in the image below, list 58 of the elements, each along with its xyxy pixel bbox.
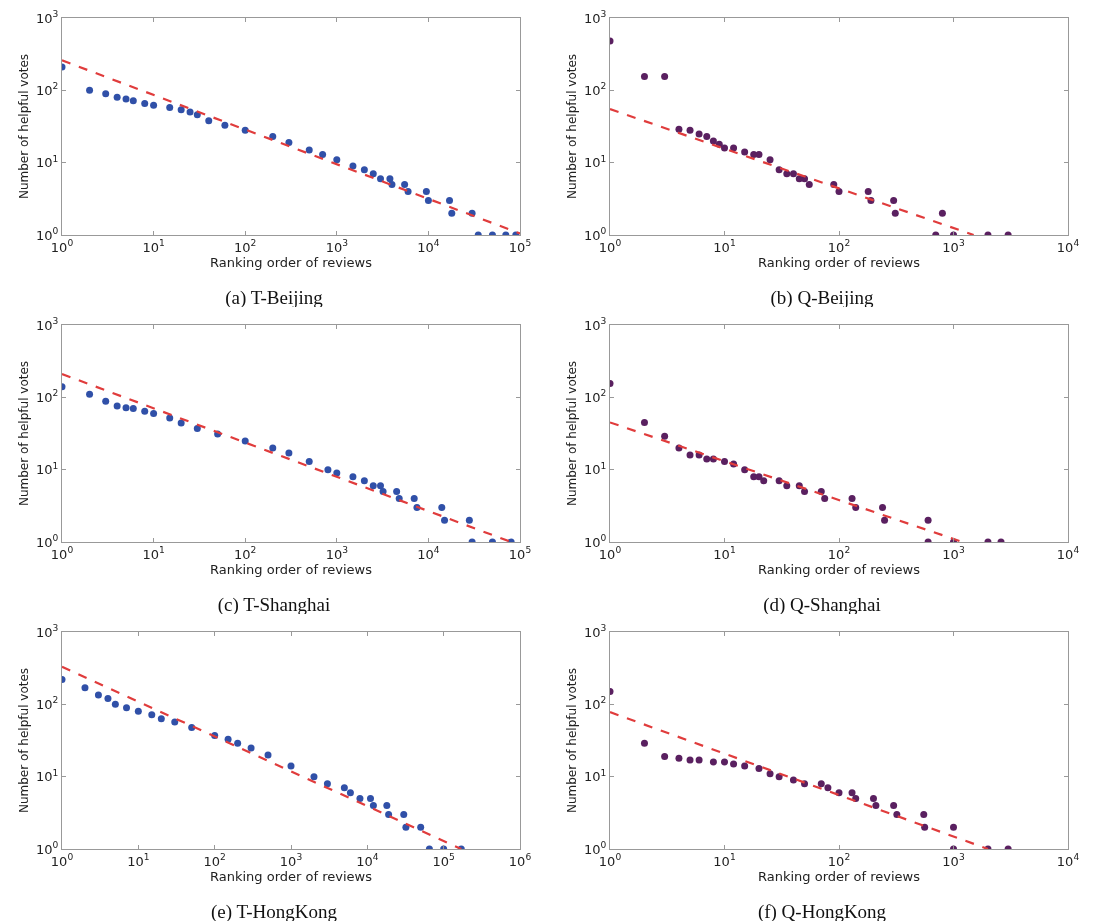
y-tick-label: 10$^{3}$ [36,623,59,640]
y-tick-label: 10$^{2}$ [36,81,59,98]
x-tick-label: 10$^{1}$ [713,852,736,869]
y-axis-title: Number of helpful votes [17,360,32,507]
x-axis-title: Ranking order of reviews [210,254,373,270]
x-tick-label: 10$^{3}$ [942,852,965,869]
x-tick-label: 10$^{3}$ [325,238,349,255]
y-tick-label: 10$^{1}$ [584,153,607,171]
x-tick-label: 10$^{2}$ [827,545,851,562]
y-tick-label: 10$^{1}$ [584,767,607,785]
x-tick-label: 10$^{4}$ [1056,545,1080,562]
y-axis-title: Number of helpful votes [565,53,580,200]
y-axis-title: Number of helpful votes [565,667,580,814]
x-tick-label: 10$^{5}$ [432,852,455,869]
x-axis-title: Ranking order of reviews [210,561,373,577]
y-tick-label: 10$^{3}$ [584,623,607,640]
x-tick-label: 10$^{2}$ [203,852,226,869]
x-tick-label: 10$^{1}$ [127,852,150,869]
x-tick-label: 10$^{4}$ [1056,852,1080,869]
x-tick-label: 10$^{2}$ [827,852,851,869]
x-tick-label: 10$^{6}$ [508,852,532,869]
x-axis-title: Ranking order of reviews [758,868,921,884]
x-tick-label: 10$^{3}$ [942,545,965,562]
y-tick-label: 10$^{1}$ [36,767,59,785]
y-tick-label: 10$^{3}$ [584,316,607,333]
x-axis-title: Ranking order of reviews [210,868,373,884]
x-tick-label: 10$^{4}$ [356,852,379,869]
y-tick-label: 10$^{2}$ [36,388,59,405]
y-axis-title: Number of helpful votes [17,667,32,814]
x-tick-label: 10$^{1}$ [142,238,165,255]
y-tick-label: 10$^{2}$ [584,81,607,98]
y-tick-label: 10$^{2}$ [584,695,607,712]
y-tick-label: 10$^{3}$ [36,9,59,26]
y-axis-title: Number of helpful votes [17,53,32,200]
y-tick-label: 10$^{3}$ [584,9,607,26]
x-tick-label: 10$^{3}$ [279,852,303,869]
y-tick-label: 10$^{3}$ [36,316,59,333]
y-axis-title: Number of helpful votes [565,360,580,507]
y-tick-label: 10$^{1}$ [584,460,607,478]
x-tick-label: 10$^{4}$ [417,238,440,255]
x-tick-label: 10$^{2}$ [234,238,257,255]
x-tick-label: 10$^{3}$ [942,238,965,255]
x-axis-title: Ranking order of reviews [758,254,921,270]
y-tick-label: 10$^{2}$ [584,388,607,405]
x-tick-label: 10$^{1}$ [713,238,736,255]
x-tick-label: 10$^{5}$ [508,545,532,562]
x-axis-title: Ranking order of reviews [758,561,921,577]
x-tick-label: 10$^{4}$ [1056,238,1080,255]
x-tick-label: 10$^{5}$ [508,238,532,255]
x-tick-label: 10$^{3}$ [325,545,349,562]
x-tick-label: 10$^{1}$ [713,545,736,562]
x-tick-label: 10$^{1}$ [142,545,165,562]
x-tick-label: 10$^{2}$ [234,545,257,562]
y-tick-label: 10$^{2}$ [36,695,59,712]
x-tick-label: 10$^{4}$ [417,545,440,562]
y-tick-label: 10$^{1}$ [36,460,59,478]
x-tick-label: 10$^{2}$ [827,238,851,255]
y-tick-label: 10$^{1}$ [36,153,59,171]
